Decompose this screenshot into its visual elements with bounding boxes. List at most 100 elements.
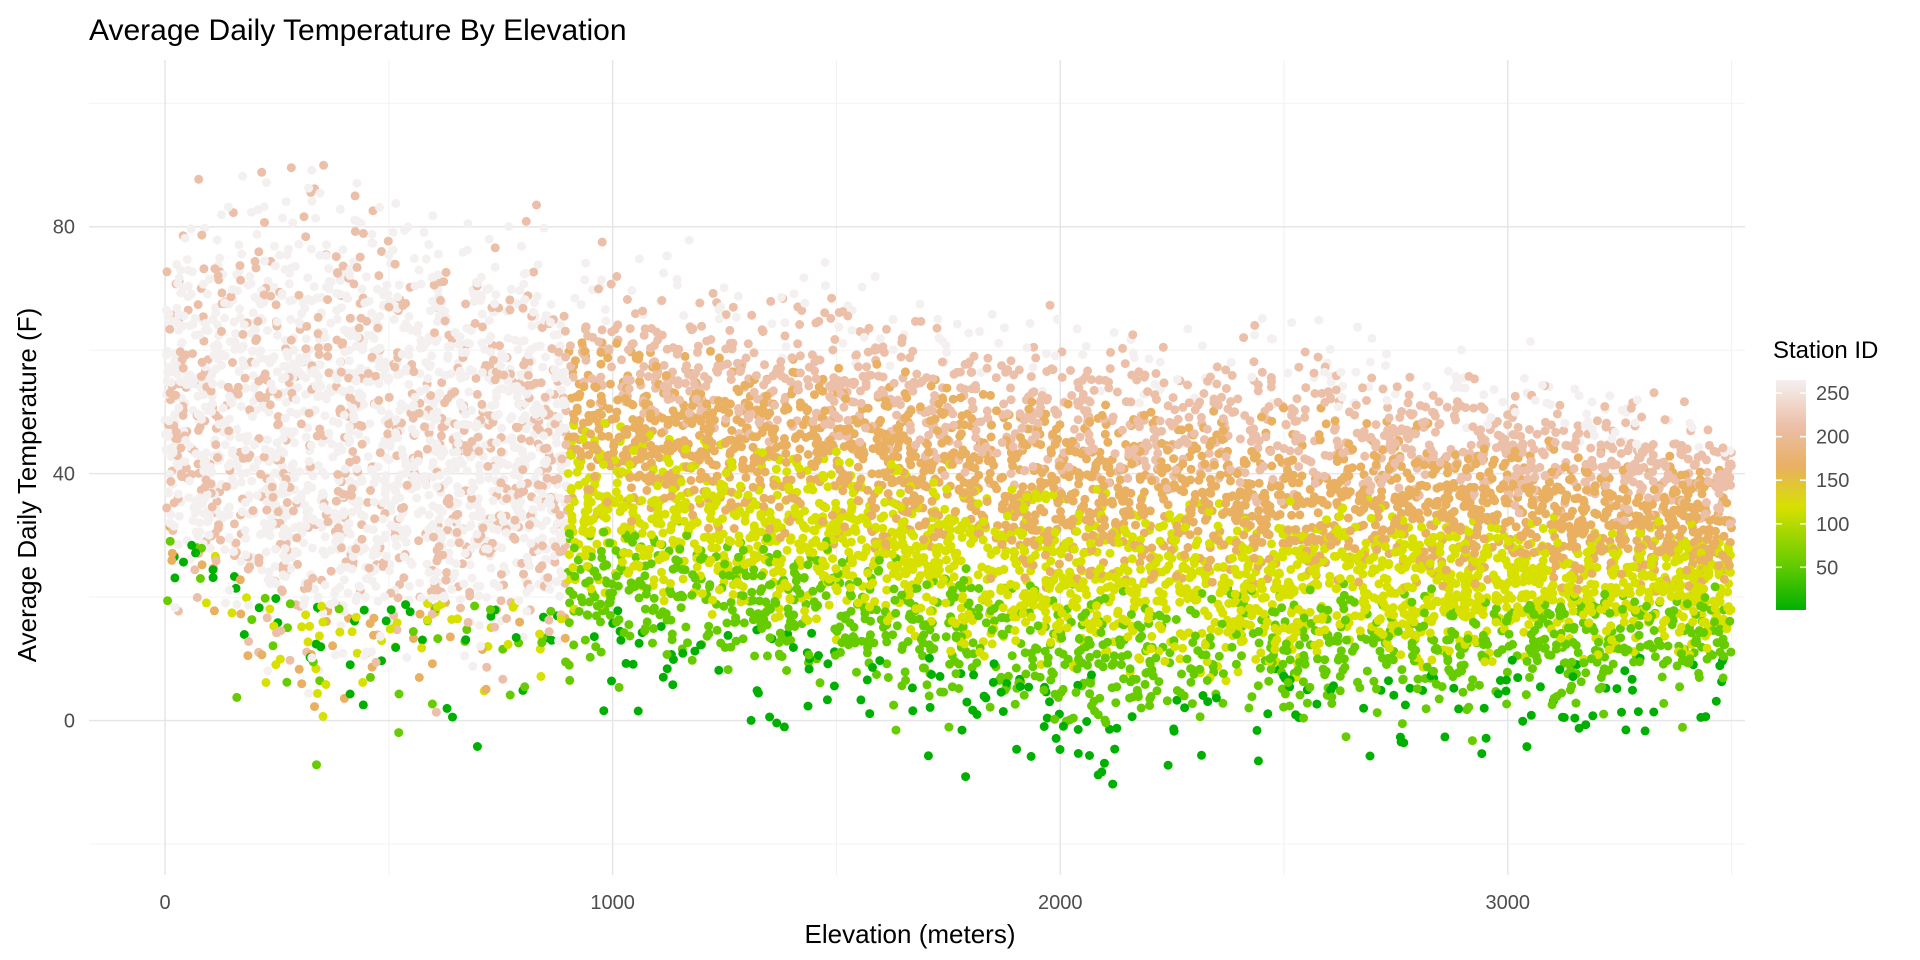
scatter-point <box>1024 682 1034 692</box>
scatter-point <box>1519 373 1529 383</box>
scatter-point <box>1292 394 1302 404</box>
scatter-point <box>1475 471 1485 481</box>
scatter-point <box>740 516 750 526</box>
scatter-point <box>1169 419 1179 429</box>
scatter-point <box>460 651 470 661</box>
scatter-point <box>1276 490 1286 500</box>
scatter-point <box>725 325 735 335</box>
scatter-point <box>1169 724 1179 734</box>
scatter-point <box>795 351 805 361</box>
scatter-point <box>1518 716 1528 726</box>
scatter-point <box>983 543 993 553</box>
scatter-point <box>815 678 825 688</box>
scatter-point <box>782 666 792 675</box>
scatter-point <box>947 682 957 692</box>
scatter-point <box>1655 596 1665 606</box>
scatter-point <box>564 618 574 628</box>
scatter-point <box>288 218 298 228</box>
scatter-point <box>733 490 743 500</box>
scatter-point <box>986 432 996 442</box>
scatter-point <box>1584 618 1594 628</box>
scatter-point <box>477 338 487 348</box>
scatter-point <box>357 439 367 449</box>
scatter-point <box>173 539 183 549</box>
scatter-point <box>1649 388 1659 398</box>
scatter-point <box>765 712 775 722</box>
scatter-point <box>565 675 575 685</box>
scatter-point <box>780 331 790 341</box>
scatter-point <box>192 593 202 602</box>
scatter-point <box>810 366 820 376</box>
scatter-point <box>907 683 917 693</box>
scatter-point <box>1199 389 1209 398</box>
scatter-point <box>1390 389 1400 399</box>
scatter-point <box>232 692 242 702</box>
scatter-point <box>468 661 478 671</box>
scatter-point <box>782 467 792 477</box>
scatter-point <box>1628 685 1637 695</box>
scatter-point <box>518 303 528 313</box>
scatter-point <box>1325 344 1335 354</box>
scatter-point <box>488 355 498 365</box>
scatter-point <box>1558 712 1567 722</box>
scatter-point <box>237 249 247 259</box>
scatter-point <box>1573 421 1583 431</box>
scatter-point <box>745 504 755 514</box>
scatter-point <box>790 433 800 443</box>
scatter-point <box>1217 392 1226 402</box>
scatter-point <box>1177 474 1187 484</box>
scatter-point <box>358 700 368 710</box>
scatter-point <box>707 609 717 619</box>
scatter-point <box>1073 415 1083 425</box>
scatter-point <box>716 638 726 648</box>
scatter-point <box>896 488 905 498</box>
scatter-point <box>328 641 338 651</box>
scatter-point <box>162 267 172 277</box>
scatter-point <box>326 318 336 328</box>
scatter-point <box>986 606 996 616</box>
scatter-point <box>1596 673 1606 682</box>
scatter-point <box>1565 685 1575 695</box>
scatter-points <box>160 160 1737 789</box>
scatter-point <box>422 559 432 569</box>
scatter-point <box>1054 559 1064 569</box>
scatter-point <box>170 573 180 583</box>
scatter-point <box>463 420 473 430</box>
scatter-point <box>482 592 491 602</box>
scatter-point <box>1263 709 1273 719</box>
scatter-point <box>486 563 496 573</box>
scatter-point <box>513 345 523 355</box>
scatter-point <box>1599 709 1609 719</box>
scatter-point <box>933 426 942 436</box>
scatter-point <box>533 480 543 490</box>
scatter-point <box>1184 423 1194 433</box>
scatter-point <box>1147 631 1157 641</box>
scatter-point <box>1373 512 1383 522</box>
scatter-point <box>1019 690 1029 700</box>
scatter-point <box>1287 510 1297 520</box>
scatter-point <box>658 672 668 682</box>
scatter-point <box>1240 411 1250 420</box>
scatter-point <box>271 300 281 310</box>
scatter-point <box>1532 429 1542 439</box>
scatter-point <box>1212 362 1222 372</box>
scatter-point <box>306 244 316 254</box>
scatter-point <box>1184 412 1194 422</box>
scatter-point <box>642 617 652 627</box>
scatter-point <box>1206 474 1215 484</box>
scatter-point <box>757 571 767 581</box>
scatter-point <box>369 613 379 623</box>
scatter-point <box>1489 455 1499 465</box>
scatter-point <box>1693 534 1703 544</box>
scatter-point <box>516 241 526 251</box>
scatter-point <box>1388 603 1398 612</box>
scatter-point <box>1257 314 1267 323</box>
scatter-point <box>779 722 789 732</box>
scatter-point <box>1103 437 1113 447</box>
scatter-point <box>312 760 321 770</box>
scatter-point <box>238 171 248 181</box>
scatter-point <box>199 336 209 346</box>
scatter-point <box>534 467 543 477</box>
scatter-point <box>1694 442 1704 452</box>
scatter-point <box>326 566 336 576</box>
